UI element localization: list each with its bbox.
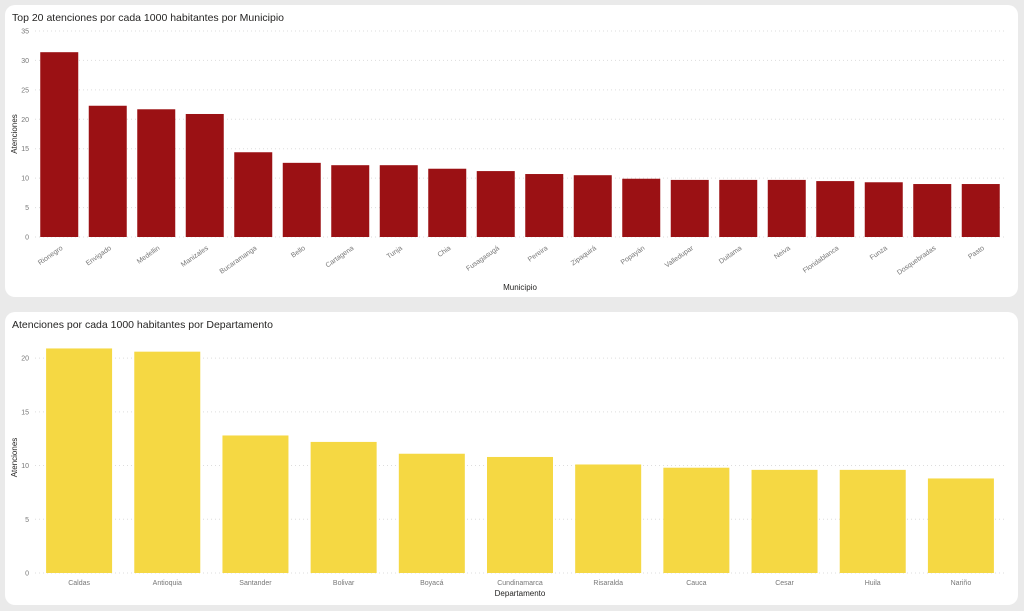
bar-cesar (751, 469, 818, 573)
x-tick-label: Envigado (85, 245, 113, 268)
bar-dosquebradas (913, 184, 952, 237)
x-tick-label: Manizales (180, 245, 210, 269)
bar-pereira (525, 174, 564, 237)
x-tick-label: Fusagasugá (465, 245, 501, 273)
bar-fusagasugá (476, 171, 515, 237)
x-tick-label: Santander (239, 580, 272, 587)
y-tick-label: 20 (21, 117, 29, 124)
bar-valledupar (670, 179, 709, 237)
y-tick-label: 15 (21, 146, 29, 153)
bar-floridablanca (816, 181, 855, 237)
x-tick-label: Floridablanca (802, 245, 841, 275)
y-tick-label: 25 (21, 87, 29, 94)
bar-risaralda (575, 464, 642, 573)
bar-medellin (137, 109, 176, 237)
bar-tunja (379, 165, 418, 237)
x-tick-label: Cesar (775, 580, 794, 587)
bar-bolivar (310, 441, 377, 573)
x-tick-label: Popayán (620, 245, 647, 267)
municipio-chart-panel: Top 20 atenciones por cada 1000 habitant… (5, 5, 1018, 297)
bar-caldas (46, 348, 113, 573)
bar-cauca (663, 467, 730, 573)
x-tick-label: Bolivar (333, 580, 355, 587)
bar-nariño (927, 478, 994, 573)
x-tick-label: Bello (290, 245, 307, 260)
x-tick-label: Antioquia (153, 580, 182, 587)
bar-funza (864, 182, 903, 237)
chart-title: Top 20 atenciones por cada 1000 habitant… (12, 12, 285, 24)
x-tick-label: Neiva (773, 245, 792, 261)
x-tick-label: Dosquebradas (896, 245, 938, 277)
x-tick-label: Risaralda (593, 580, 623, 587)
bar-antioquia (134, 351, 201, 573)
bar-envigado (88, 105, 127, 238)
bar-neiva (767, 179, 806, 237)
y-tick-label: 0 (25, 235, 29, 242)
y-tick-label: 35 (21, 29, 29, 36)
bar-zipaquirá (573, 175, 612, 237)
bar-cartagena (331, 165, 370, 237)
departamento-chart-panel: Atenciones por cada 1000 habitantes por … (5, 312, 1018, 605)
x-tick-label: Tunja (386, 245, 404, 261)
bar-bello (282, 162, 321, 237)
y-tick-label: 0 (25, 571, 29, 578)
x-tick-label: Medellin (136, 245, 161, 266)
x-tick-label: Duitama (718, 245, 743, 266)
bar-boyacá (398, 453, 465, 573)
bar-duitama (719, 179, 758, 237)
y-axis-title: Atenciones (10, 438, 19, 478)
x-axis-title: Municipio (503, 283, 537, 292)
bar-pasto (961, 184, 1000, 237)
y-tick-label: 30 (21, 58, 29, 65)
x-axis-title: Departamento (495, 589, 546, 598)
bar-manizales (185, 113, 224, 237)
x-tick-label: Chia (437, 245, 453, 259)
x-tick-label: Cundinamarca (497, 580, 543, 587)
y-tick-label: 5 (25, 517, 29, 524)
x-tick-label: Pasto (967, 245, 986, 261)
bar-santander (222, 435, 289, 573)
municipio-bar-chart: 0 5 10 15 20 25 30 35 Rionegro Envigado Medellin Ma… (10, 29, 1005, 292)
x-tick-label: Valledupar (664, 245, 696, 270)
y-tick-label: 5 (25, 205, 29, 212)
y-tick-label: 15 (21, 409, 29, 416)
y-axis-title: Atenciones (10, 114, 19, 154)
y-tick-label: 20 (21, 356, 29, 363)
bar-popayán (622, 178, 661, 237)
bar-huila (839, 469, 906, 573)
chart-title: Atenciones por cada 1000 habitantes por … (12, 319, 273, 331)
x-tick-label: Boyacá (420, 580, 443, 587)
x-tick-label: Cartagena (325, 245, 356, 270)
x-tick-label: Rionegro (37, 245, 64, 267)
y-tick-label: 10 (21, 176, 29, 183)
bar-cundinamarca (487, 456, 553, 573)
x-tick-label: Nariño (951, 580, 972, 587)
x-tick-label: Pereira (527, 245, 550, 264)
bar-rionegro (40, 52, 79, 238)
x-tick-label: Cauca (686, 580, 706, 587)
x-tick-label: Funza (869, 245, 889, 262)
x-tick-label: Huila (865, 580, 881, 587)
x-tick-label: Bucaramanga (219, 245, 259, 276)
departamento-bar-chart: 0 5 10 15 20 Caldas Antioquia Santander Bolivar B… (10, 348, 1005, 598)
bar-bucaramanga (234, 152, 273, 237)
bar-chia (428, 168, 467, 237)
x-tick-label: Caldas (68, 580, 90, 587)
y-tick-label: 10 (21, 463, 29, 470)
x-tick-label: Zipaquirá (570, 245, 598, 268)
